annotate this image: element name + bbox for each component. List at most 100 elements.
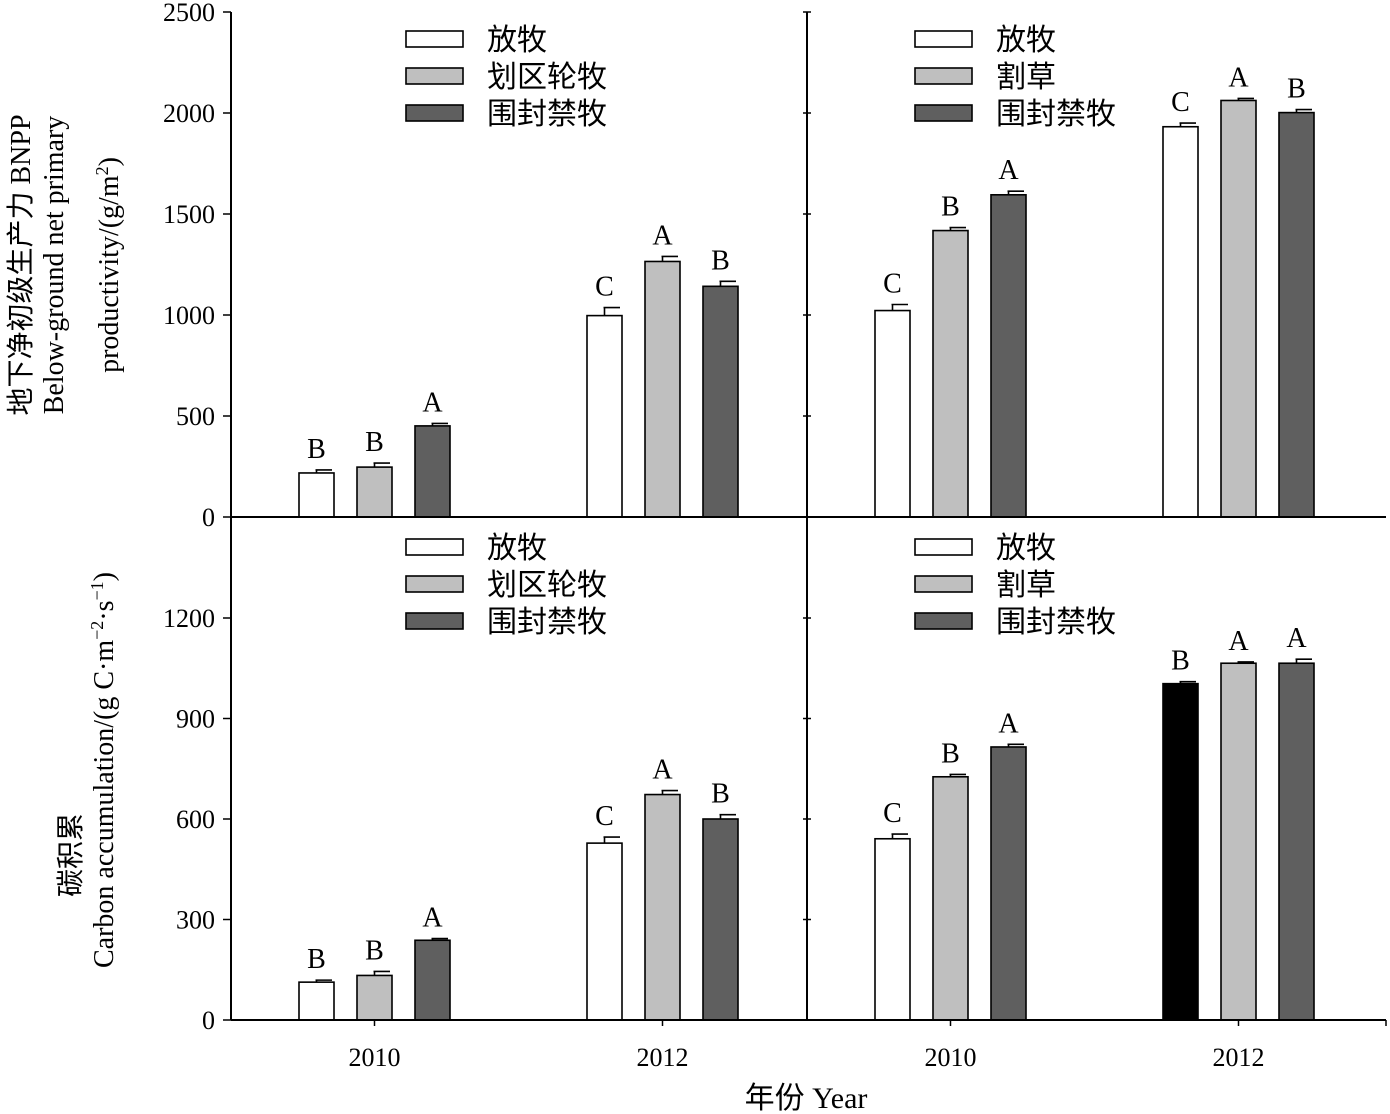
bar	[414, 939, 451, 1021]
top-y-title-line-1: 地下净初级生产力 BNPP	[5, 114, 37, 415]
bottom-y-title-sup-2: −1	[87, 581, 107, 600]
legend-swatch	[914, 67, 973, 85]
top-y-axis-title: 地下净初级生产力 BNPP Below-ground net primary p…	[5, 114, 125, 415]
bar	[702, 285, 739, 518]
bottom-y-title-mid: ·s	[89, 600, 120, 620]
top-y-title-line-2: Below-ground net primary	[39, 116, 70, 415]
legend-label: 割草	[996, 61, 1056, 94]
significance-label: B	[941, 192, 960, 223]
significance-label: B	[1287, 74, 1306, 105]
legend-swatch	[405, 538, 464, 556]
bar	[1278, 111, 1315, 518]
bottom-y-tick-label: 600	[176, 805, 215, 834]
x-tick-label: 2010	[925, 1043, 977, 1072]
bar	[586, 314, 623, 518]
significance-label: B	[365, 935, 384, 966]
significance-label: A	[422, 387, 443, 418]
significance-label: A	[1286, 623, 1307, 654]
bar	[644, 793, 681, 1021]
legend-swatch	[914, 538, 973, 556]
legend-swatch	[914, 30, 973, 48]
significance-label: A	[998, 155, 1019, 186]
legend-label: 围封禁牧	[487, 98, 607, 131]
top-y-tick-label: 500	[176, 402, 215, 431]
bar	[702, 818, 739, 1021]
legend-swatch	[914, 104, 973, 122]
bottom-y-tick-label: 900	[176, 705, 215, 734]
bar	[298, 981, 335, 1021]
legend-label: 放牧	[487, 24, 547, 57]
bar	[932, 775, 969, 1021]
legend-label: 放牧	[487, 532, 547, 565]
chart-axes: 0 500 1000 1500 2000 2500 0 300 600 900 1200 2010 20…	[163, 0, 1387, 1072]
bar	[1220, 662, 1257, 1021]
top-y-tick-label: 1000	[163, 301, 215, 330]
bar	[414, 425, 451, 518]
significance-label: C	[883, 798, 902, 829]
bar	[298, 472, 335, 518]
bottom-y-tick-label: 0	[202, 1006, 215, 1035]
bar	[874, 309, 911, 518]
significance-label: B	[1171, 646, 1190, 677]
x-tick-label: 2010	[349, 1043, 401, 1072]
significance-label: C	[1171, 87, 1190, 118]
legend-swatch	[914, 575, 973, 593]
x-tick-label: 2012	[1213, 1043, 1265, 1072]
legend-swatch	[405, 30, 464, 48]
significance-label: A	[652, 220, 673, 251]
bottom-y-tick-label: 1200	[163, 604, 215, 633]
bar	[1162, 125, 1199, 518]
bar	[990, 194, 1027, 518]
bar	[1278, 662, 1315, 1021]
legend-label: 划区轮牧	[487, 569, 607, 602]
bar	[586, 842, 623, 1021]
x-axis-title: 年份 Year	[745, 1082, 868, 1114]
bar	[356, 974, 393, 1021]
bar	[356, 466, 393, 518]
significance-label: B	[711, 779, 730, 810]
bottom-y-title-main: Carbon accumulation/(g C·m	[89, 640, 120, 968]
legend-label: 割草	[996, 569, 1056, 602]
bar	[932, 229, 969, 518]
bottom-y-title-line-1: 碳积累	[55, 813, 87, 897]
significance-label: B	[307, 434, 326, 465]
x-tick-label: 2012	[637, 1043, 689, 1072]
bar	[1162, 682, 1199, 1021]
legend-swatch	[914, 612, 973, 630]
significance-label: A	[422, 903, 443, 934]
legend-label: 放牧	[996, 24, 1056, 57]
significance-label: C	[595, 272, 614, 303]
significance-label: B	[307, 944, 326, 975]
bottom-y-title-end: )	[89, 572, 120, 581]
legend-swatch	[405, 104, 464, 122]
bar	[1220, 99, 1257, 518]
bar	[874, 837, 911, 1021]
top-y-title-line-3: productivity/(g/m2)	[92, 157, 125, 373]
legend-swatch	[405, 67, 464, 85]
significance-label: C	[883, 268, 902, 299]
top-y-tick-label: 1500	[163, 200, 215, 229]
bar	[990, 746, 1027, 1021]
legend-swatch	[405, 575, 464, 593]
top-y-title-line-3-main: productivity/(g/m	[94, 175, 125, 373]
bottom-y-axis-title: 碳积累 Carbon accumulation/(g C·m−2·s−1)	[55, 572, 120, 968]
top-y-title-superscript: 2	[92, 166, 112, 175]
bottom-y-tick-label: 300	[176, 906, 215, 935]
legend-label: 放牧	[996, 532, 1056, 565]
legend-label: 围封禁牧	[996, 606, 1116, 639]
top-y-title-line-3-end: )	[94, 157, 125, 166]
top-y-tick-label: 0	[202, 503, 215, 532]
significance-label: A	[1228, 626, 1249, 657]
significance-label: B	[941, 738, 960, 769]
significance-label: A	[998, 708, 1019, 739]
top-y-tick-label: 2000	[163, 99, 215, 128]
